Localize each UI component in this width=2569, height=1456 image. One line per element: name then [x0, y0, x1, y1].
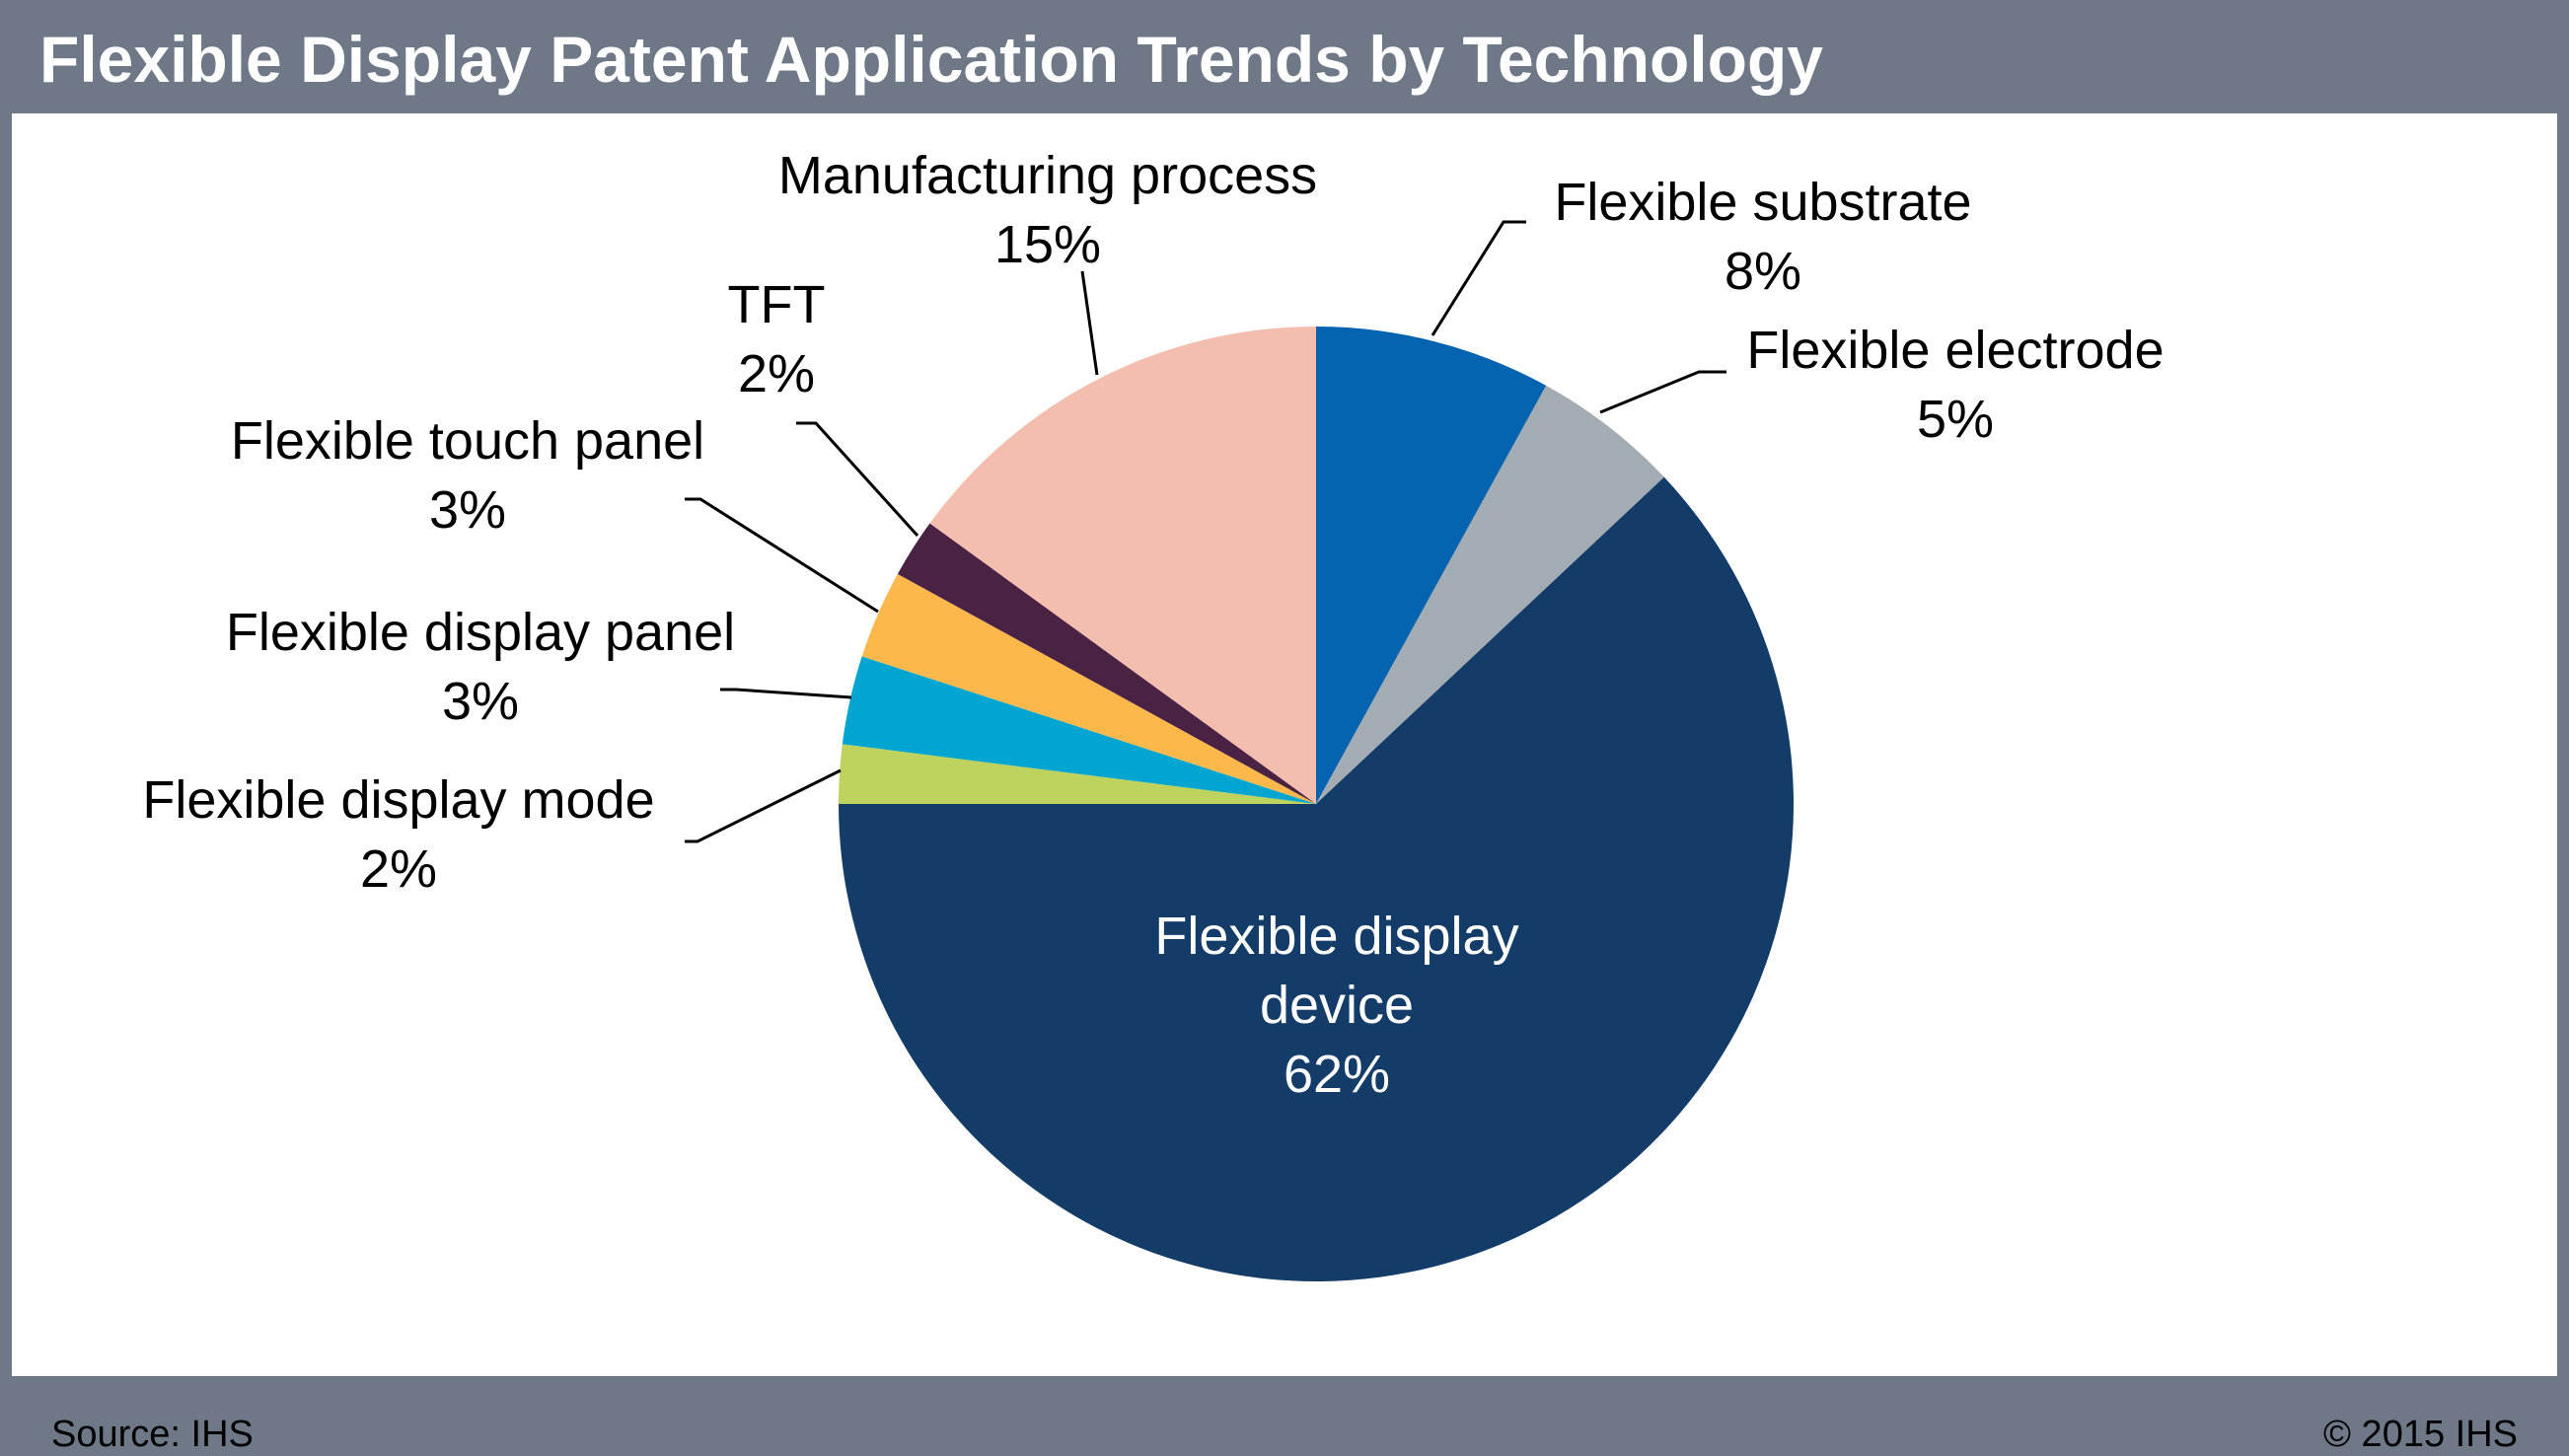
pie-slice-flexible-display-device: [839, 476, 1794, 1282]
copyright-note: © 2015 IHS: [2323, 1414, 2518, 1455]
data-label-flexible-touch-panel: Flexible touch panel 3%: [231, 411, 704, 540]
data-label-tft: TFT 2%: [728, 275, 826, 403]
leader-line-flexible-substrate: [1431, 220, 1526, 336]
leader-line-manufacturing-process: [1080, 270, 1099, 376]
leader-line-tft: [796, 421, 919, 538]
source-note: Source: IHS: [51, 1414, 254, 1455]
pie-slice-flexible-substrate: [1316, 327, 1547, 804]
pie-slice-flexible-display-mode: [839, 744, 1316, 804]
chart-title: Flexible Display Patent Application Tren…: [39, 23, 1824, 96]
data-label-flexible-display-panel: Flexible display panel 3%: [226, 603, 735, 731]
leader-line-flexible-display-panel: [720, 688, 852, 699]
leader-line-flexible-electrode: [1599, 370, 1726, 414]
pie-slice-tft: [897, 523, 1316, 804]
chart-panel: Flexible substrate 8% Flexible electrode 5%…: [12, 113, 2557, 1455]
data-label-flexible-display-device: Flexible display device 62%: [1154, 907, 1518, 1104]
leader-line-flexible-display-mode: [685, 768, 842, 843]
leader-line-flexible-touch-panel: [685, 497, 879, 614]
pie-slice-flexible-electrode: [1316, 385, 1664, 804]
pie-slice-manufacturing-process: [929, 327, 1316, 804]
data-label-flexible-substrate: Flexible substrate 8%: [1554, 173, 1971, 301]
pie-chart: Flexible substrate 8% Flexible electrode 5%…: [142, 146, 2165, 1282]
data-label-flexible-electrode: Flexible electrode 5%: [1746, 321, 2164, 449]
data-label-manufacturing-process: Manufacturing process 15%: [778, 146, 1317, 274]
pie-slice-flexible-touch-panel: [861, 573, 1316, 804]
chart-frame: Flexible Display Patent Application Tren…: [12, 23, 2557, 1455]
pie-slice-flexible-display-panel: [842, 656, 1316, 804]
data-label-flexible-display-mode: Flexible display mode 2%: [142, 770, 654, 899]
